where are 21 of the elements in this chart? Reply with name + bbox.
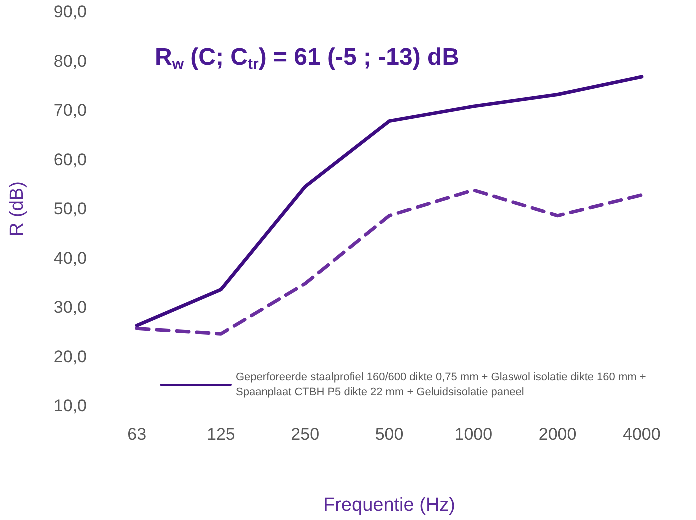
x-tick-label: 1000 xyxy=(454,425,493,444)
x-tick-label: 500 xyxy=(375,425,404,444)
line-series xyxy=(135,188,644,336)
y-tick-label: 10,0 xyxy=(54,396,87,416)
x-tick-label: 63 xyxy=(128,425,147,444)
y-tick-label: 20,0 xyxy=(54,347,87,366)
y-tick-label: 30,0 xyxy=(54,298,87,317)
text: Geperforeerde staalprofiel 160/600 dikte 0,75 mm + Glaswol isolatie dikte 160 mm + Spaanplaat CTBH P5 dikte 22 mm + Geluidsisolatie paneel xyxy=(236,372,650,398)
x-axis-title: Frequentie (Hz) xyxy=(324,495,456,516)
y-tick-label: 50,0 xyxy=(54,200,87,218)
line-series xyxy=(135,75,644,328)
x-tick-label: 125 xyxy=(207,425,236,444)
x-tick-label: 4000 xyxy=(623,425,661,444)
y-tick-label: 40,0 xyxy=(54,248,87,268)
y-tick-label: 60,0 xyxy=(54,150,87,170)
y-tick-label: 70,0 xyxy=(54,101,87,120)
y-axis-title: R (dB) xyxy=(7,182,28,236)
y-tick-label: 80,0 xyxy=(54,52,87,71)
x-tick-label: 250 xyxy=(291,425,320,444)
y-tick-label: 90,0 xyxy=(54,2,87,22)
x-tick-label: 2000 xyxy=(538,425,577,444)
